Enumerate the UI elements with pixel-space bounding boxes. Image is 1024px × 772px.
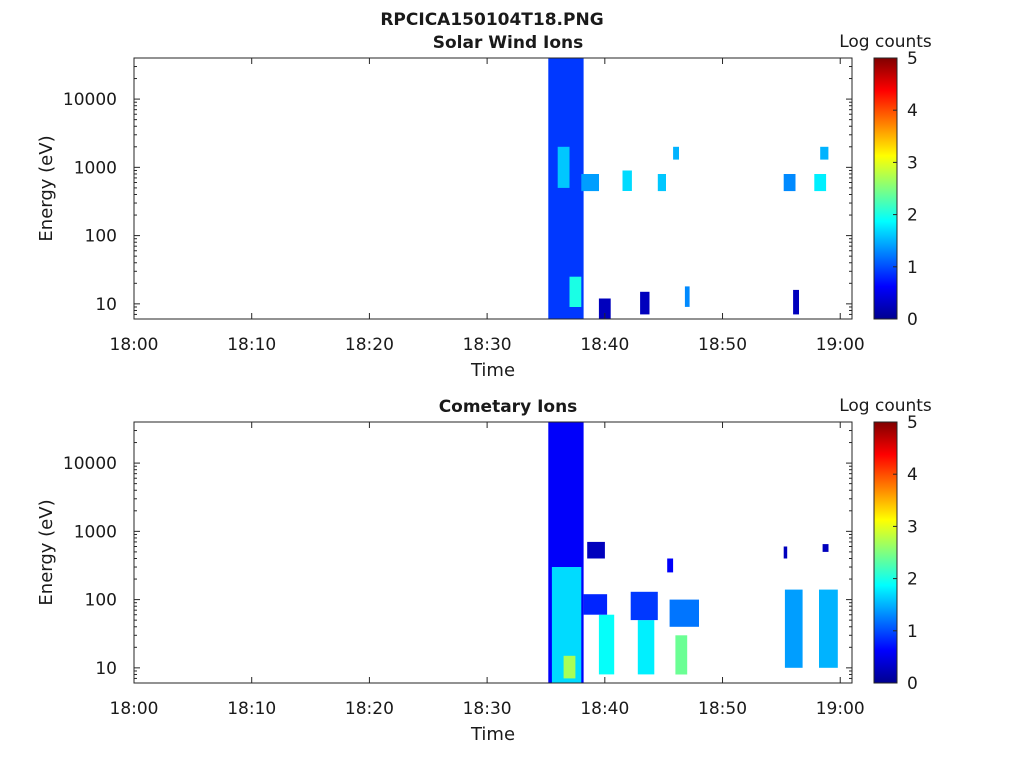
heatmap-cell — [640, 291, 650, 315]
colorbar-tick-label: 3 — [907, 153, 918, 173]
y-tick-label: 10 — [95, 295, 117, 315]
heatmap-cell — [548, 58, 584, 319]
colorbar-tick-label: 2 — [907, 570, 918, 590]
heatmap-cell — [673, 146, 679, 160]
plot-area — [134, 58, 852, 319]
colorbar-tick-label: 3 — [907, 517, 918, 537]
x-tick-label: 18:20 — [345, 335, 394, 355]
y-axis-label: Energy (eV) — [36, 499, 57, 605]
x-tick-label: 18:00 — [110, 335, 159, 355]
panel-title: Cometary Ions — [439, 397, 578, 417]
heatmap-cell — [783, 174, 796, 192]
x-tick-label: 18:30 — [463, 335, 512, 355]
heatmap-cell — [583, 594, 608, 615]
x-tick-label: 18:30 — [463, 699, 512, 719]
plot-area — [134, 422, 852, 683]
heatmap-cell — [820, 146, 829, 160]
colorbar-label: Log counts — [839, 396, 932, 416]
solar-wind-panel: 18:00 18:10 18:20 18:30 18:40 18:50 19:0010100… — [36, 32, 932, 381]
colorbar-tick-label: 5 — [907, 49, 918, 69]
axes-frame — [133, 57, 853, 320]
x-tick-label: 18:40 — [580, 335, 629, 355]
y-tick-label: 10000 — [63, 90, 117, 110]
x-tick-label: 18:10 — [227, 335, 276, 355]
colorbar-tick-label: 4 — [907, 101, 918, 121]
heatmap-cell — [630, 591, 658, 621]
heatmap-cell — [657, 174, 666, 192]
cometary-ions-panel: 18:00 18:10 18:20 18:30 18:40 18:50 19:0010100… — [36, 396, 932, 745]
y-axis-label: Energy (eV) — [36, 135, 57, 241]
x-tick-label: 18:00 — [110, 699, 159, 719]
colorbar-tick-label: 4 — [907, 465, 918, 485]
heatmap-cell — [569, 276, 582, 307]
heatmap-cell — [784, 589, 803, 668]
heatmap-cell — [783, 546, 788, 559]
x-axis-label: Time — [470, 724, 515, 745]
y-tick-label: 10000 — [63, 454, 117, 474]
y-tick-label: 1000 — [74, 158, 117, 178]
colorbar-tick-label: 1 — [907, 258, 918, 278]
heatmap-cell — [622, 170, 632, 191]
colorbar-label: Log counts — [839, 32, 932, 52]
x-tick-label: 18:20 — [345, 699, 394, 719]
colorbar-tick-label: 1 — [907, 622, 918, 642]
x-axis-label: Time — [470, 360, 515, 381]
x-tick-label: 19:00 — [816, 335, 865, 355]
heatmap-cell — [819, 589, 838, 668]
heatmap-cell — [669, 599, 699, 627]
heatmap-cell — [667, 558, 674, 573]
y-tick-label: 100 — [85, 591, 117, 611]
y-tick-label: 1000 — [74, 522, 117, 542]
heatmap-cell — [598, 614, 615, 675]
y-tick-label: 100 — [85, 227, 117, 247]
heatmap-cell — [563, 655, 576, 679]
colorbar-tick-label: 5 — [907, 413, 918, 433]
heatmap-cell — [822, 544, 829, 552]
x-tick-label: 18:50 — [698, 699, 747, 719]
panel-title: Solar Wind Ions — [433, 33, 584, 53]
figure-title: RPCICA150104T18.PNG — [380, 10, 603, 30]
colorbar — [873, 421, 898, 684]
x-tick-label: 18:10 — [227, 699, 276, 719]
axes-frame — [133, 421, 853, 684]
heatmap-cell — [557, 146, 570, 188]
heatmap-cell — [581, 174, 599, 192]
colorbar-tick-label: 0 — [907, 674, 918, 694]
colorbar — [873, 57, 898, 320]
heatmap-cell — [587, 541, 605, 559]
heatmap-cell — [684, 286, 690, 307]
colorbar-tick-label: 0 — [907, 310, 918, 330]
heatmap-cell — [637, 620, 655, 675]
colorbar-tick-label: 2 — [907, 206, 918, 226]
heatmap-cell — [675, 635, 688, 675]
heatmap-cell — [814, 174, 827, 192]
y-tick-label: 10 — [95, 659, 117, 679]
x-tick-label: 18:50 — [698, 335, 747, 355]
x-tick-label: 19:00 — [816, 699, 865, 719]
heatmap-cell — [598, 298, 611, 319]
heatmap-cell — [793, 289, 799, 315]
x-tick-label: 18:40 — [580, 699, 629, 719]
